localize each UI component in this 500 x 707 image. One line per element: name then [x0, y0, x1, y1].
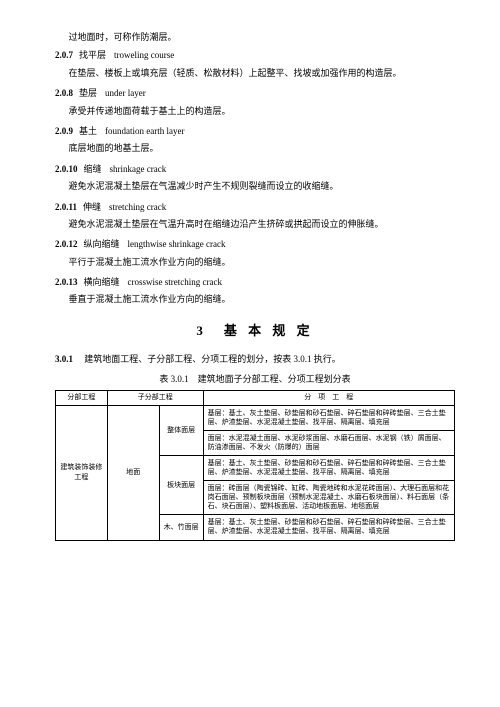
- cell-desc: 面层：砖面层（陶瓷锦砖、缸砖、陶瓷地砖和水泥花砖面层）、大理石面层和花岗石面层、…: [203, 481, 454, 515]
- term-definition: 底层地面的地基土层。: [55, 141, 455, 155]
- header-col-2: 子分部工程: [107, 391, 203, 405]
- cell-desc: 基层：基土、灰土垫层、砂垫层和砂石垫层、碎石垫层和碎砖垫层、三合土垫层、炉渣垫层…: [203, 515, 454, 540]
- term-english: under layer: [105, 88, 146, 98]
- term-number: 2.0.11: [55, 202, 77, 212]
- term-header: 2.0.8 垫层 under layer: [55, 86, 455, 100]
- term-english: troweling course: [114, 50, 174, 60]
- rule-content: 建筑地面工程、子分部工程、分项工程的划分，按表 3.0.1 执行。: [84, 354, 341, 364]
- cell-subtype: 木、竹面层: [159, 515, 203, 540]
- cell-desc: 基层：基土、灰土垫层、砂垫层和砂石垫层、碎石垫层和碎砖垫层、三合土垫层、炉渣垫层…: [203, 405, 454, 430]
- term-english: lengthwise shrinkage crack: [128, 239, 226, 249]
- term-chinese: 找平层: [79, 50, 106, 60]
- term-english: foundation earth layer: [105, 126, 184, 136]
- term-chinese: 基土: [79, 126, 97, 136]
- term-number: 2.0.10: [55, 164, 78, 174]
- term-header: 2.0.9 基土 foundation earth layer: [55, 124, 455, 138]
- table-header-row: 分部工程 子分部工程 分 项 工 程: [56, 391, 455, 405]
- cell-subdivision: 地面: [107, 405, 159, 540]
- term-chinese: 缩缝: [84, 164, 102, 174]
- intro-paragraph: 过地面时，可称作防潮层。: [55, 30, 455, 44]
- cell-subtype: 整体面层: [159, 405, 203, 455]
- header-col-4: 分 项 工 程: [203, 391, 454, 405]
- term-chinese: 纵向缩缝: [84, 239, 120, 249]
- term-header: 2.0.12 纵向缩缝 lengthwise shrinkage crack: [55, 237, 455, 251]
- term-number: 2.0.9: [55, 126, 73, 136]
- cell-desc: 基层：基土、灰土垫层、砂垫层和砂石垫层、碎石垫层和碎砖垫层、三合土垫层、炉渣垫层…: [203, 455, 454, 480]
- section-title: 3 基 本 规 定: [55, 321, 455, 342]
- term-definition: 垂直于混凝土施工流水作业方向的缩缝。: [55, 292, 455, 306]
- term-definition: 避免水泥混凝土垫层在气温减少时产生不规则裂缝而设立的收缩缝。: [55, 179, 455, 193]
- rule-text: [75, 354, 84, 364]
- table-caption: 表 3.0.1 建筑地面子分部工程、分项工程划分表: [55, 372, 455, 386]
- term-number: 2.0.13: [55, 277, 78, 287]
- term-definition: 在垫层、楼板上或填充层（轻质、松散材料）上起整平、找坡或加强作用的构造层。: [55, 66, 455, 80]
- rule-number: 3.0.1: [55, 354, 73, 364]
- cell-subtype: 板块面层: [159, 455, 203, 514]
- term-number: 2.0.12: [55, 239, 78, 249]
- term-number: 2.0.8: [55, 88, 73, 98]
- term-english: shrinkage crack: [110, 164, 167, 174]
- term-number: 2.0.7: [55, 50, 73, 60]
- term-chinese: 伸缝: [83, 202, 101, 212]
- terms-list: 2.0.7 找平层 troweling course 在垫层、楼板上或填充层（轻质、松…: [55, 48, 455, 306]
- term-header: 2.0.7 找平层 troweling course: [55, 48, 455, 62]
- term-english: stretching crack: [109, 202, 166, 212]
- rule-line: 3.0.1 建筑地面工程、子分部工程、分项工程的划分，按表 3.0.1 执行。: [55, 352, 455, 366]
- term-definition: 平行于混凝土施工流水作业方向的缩缝。: [55, 255, 455, 269]
- term-definition: 避免水泥混凝土垫层在气温升高时在缩缝边沿产生挤碎或拱起而设立的伸胀缝。: [55, 217, 455, 231]
- table-row: 建筑装饰装修工程地面整体面层基层：基土、灰土垫层、砂垫层和砂石垫层、碎石垫层和碎…: [56, 405, 455, 430]
- term-header: 2.0.11 伸缝 stretching crack: [55, 200, 455, 214]
- term-chinese: 横向缩缝: [84, 277, 120, 287]
- cell-desc: 面层：水泥混凝土面层、水泥砂浆面层、水磨石面层、水泥钢（铁）屑面层、防油渗面层、…: [203, 430, 454, 455]
- header-col-1: 分部工程: [56, 391, 108, 405]
- term-header: 2.0.13 横向缩缝 crosswise stretching crack: [55, 275, 455, 289]
- cell-division: 建筑装饰装修工程: [56, 405, 108, 540]
- term-header: 2.0.10 缩缝 shrinkage crack: [55, 162, 455, 176]
- term-english: crosswise stretching crack: [128, 277, 222, 287]
- term-chinese: 垫层: [79, 88, 97, 98]
- term-definition: 承受并传递地面荷载于基土上的构造层。: [55, 104, 455, 118]
- division-table: 分部工程 子分部工程 分 项 工 程 建筑装饰装修工程地面整体面层基层：基土、灰…: [55, 390, 455, 540]
